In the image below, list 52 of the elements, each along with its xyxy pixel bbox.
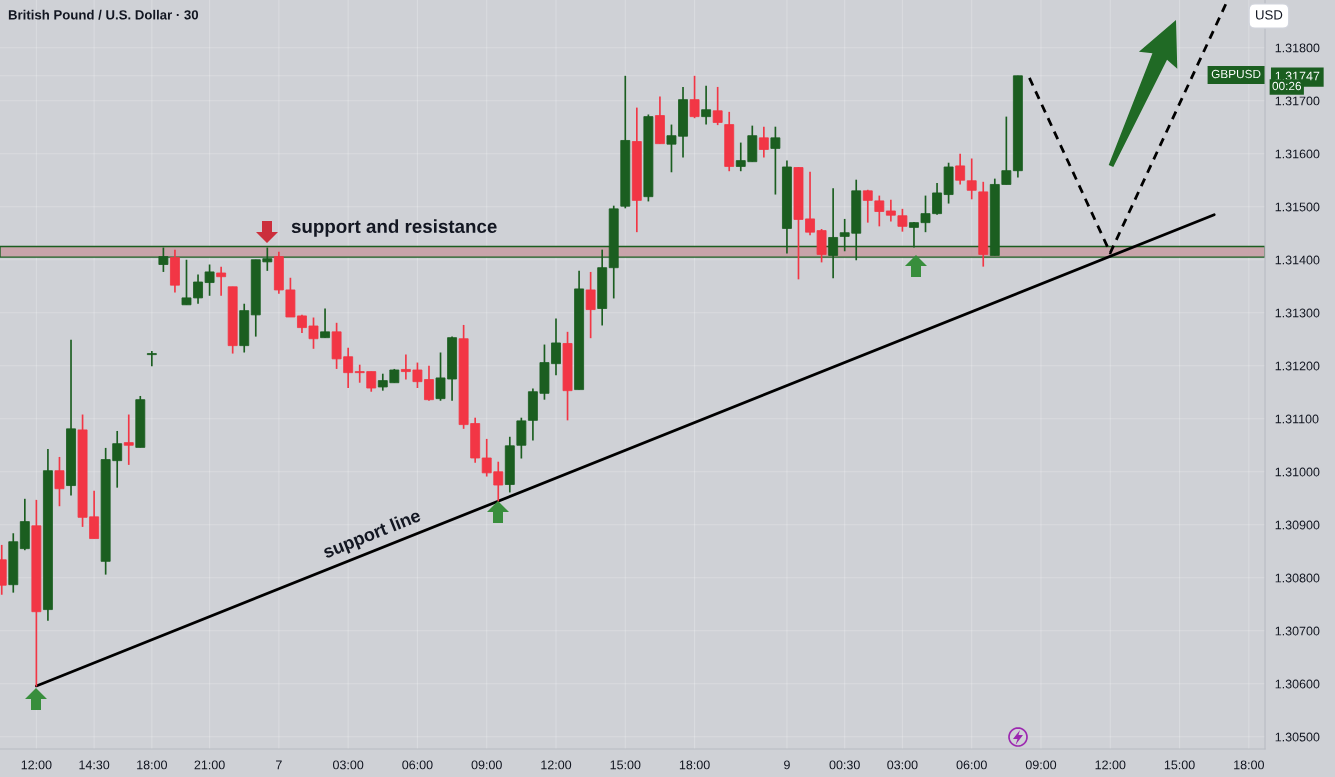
x-tick-label: 03:00 [887, 760, 918, 770]
y-tick-label: 1.30500 [1275, 732, 1320, 742]
y-tick-label: 1.31300 [1275, 308, 1320, 318]
x-tick-label: 15:00 [610, 760, 641, 770]
y-tick-label: 1.30600 [1275, 679, 1320, 689]
x-tick-label: 12:00 [1095, 760, 1126, 770]
y-tick-label: 1.30800 [1275, 573, 1320, 583]
candlestick [770, 125, 781, 196]
y-tick-label: 1.31000 [1275, 467, 1320, 477]
x-tick-label: 18:00 [137, 760, 167, 770]
band-label: support and resistance [291, 219, 497, 237]
candlestick [701, 85, 712, 126]
candlestick [216, 265, 227, 297]
x-tick-label: 00:30 [829, 760, 860, 770]
candlestick [585, 271, 596, 340]
x-tick-label: 18:00 [679, 760, 710, 770]
y-tick-label: 1.30900 [1275, 520, 1320, 530]
annotation: USD [1256, 10, 1283, 20]
y-tick-label: 1.31800 [1275, 43, 1320, 53]
y-tick-label: 1.31100 [1275, 414, 1319, 424]
x-tick-label: 9 [784, 760, 790, 770]
x-tick-label: 12:00 [21, 760, 52, 770]
annotation: GBPUSD [1211, 69, 1261, 79]
x-tick-label: 15:00 [1164, 760, 1195, 770]
text: British Pound / U.S. Dollar · 30 [8, 9, 199, 20]
candlestick [320, 307, 330, 339]
x-tick-label: 18:00 [1234, 760, 1264, 770]
x-tick-label: 06:00 [956, 760, 987, 770]
x-tick-label: 03:00 [333, 760, 364, 770]
y-tick-label: 1.31700 [1275, 96, 1320, 106]
x-tick-label: 12:00 [541, 760, 572, 770]
x-tick-label: 7 [276, 760, 282, 770]
candlestick [689, 74, 700, 120]
candlestick [955, 152, 966, 186]
y-tick-label: 1.31500 [1275, 202, 1320, 212]
y-tick-label: 1.31200 [1275, 361, 1320, 371]
y-tick-label: 1.31747 [1275, 71, 1320, 81]
y-tick-label: 1.31600 [1275, 149, 1320, 159]
x-tick-label: 14:30 [79, 760, 110, 770]
candlestick [966, 157, 977, 201]
x-tick-label: 09:00 [471, 760, 502, 770]
x-tick-label: 21:00 [194, 760, 225, 770]
candlestick [54, 456, 65, 508]
candlestick [146, 350, 157, 368]
candlestick [758, 125, 769, 159]
candlestick [123, 413, 134, 466]
text: 00:26 [1272, 81, 1302, 91]
x-tick-label: 06:00 [402, 760, 433, 770]
y-tick-label: 1.30700 [1275, 626, 1320, 636]
y-tick-label: 1.31400 [1275, 255, 1320, 265]
candlestick [712, 86, 723, 126]
x-tick-label: 09:00 [1025, 760, 1057, 770]
